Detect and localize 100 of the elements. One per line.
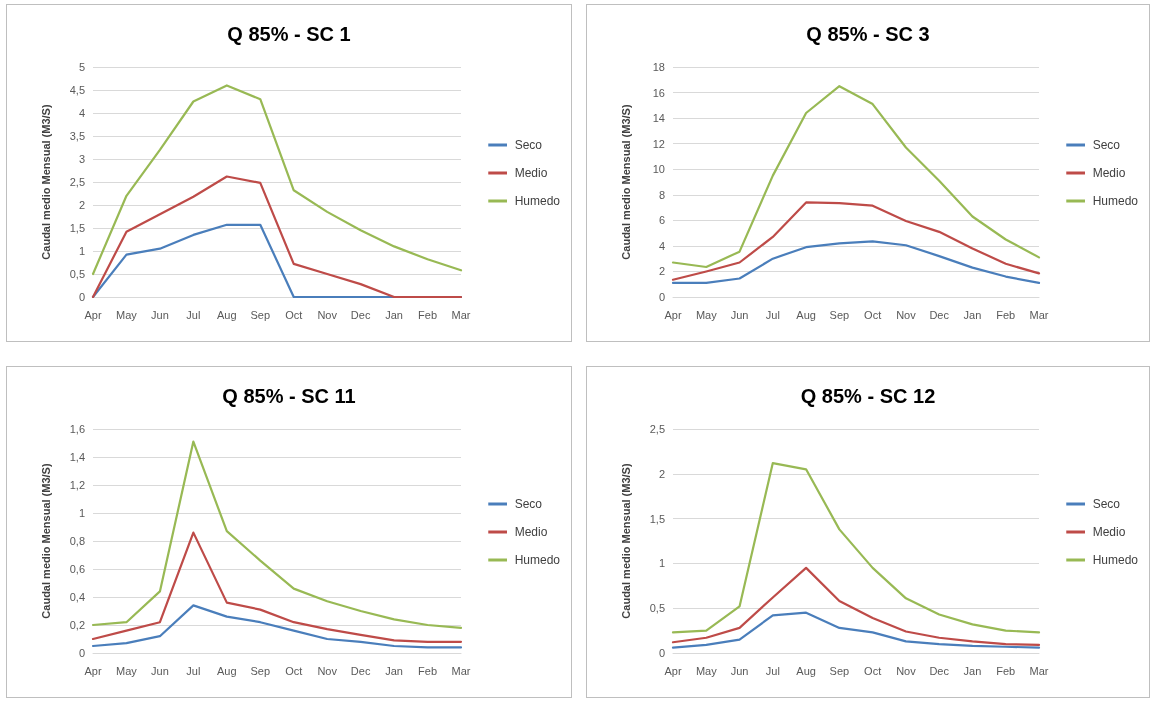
x-tick-label: May <box>116 664 138 677</box>
x-tick-label: Jun <box>151 664 169 677</box>
x-tick-label: Mar <box>451 308 471 321</box>
x-tick-label: Oct <box>285 664 303 677</box>
y-axis-title: Caudal medio Mensual (M3/S) <box>39 104 52 260</box>
chart-title: Q 85% - SC 11 <box>222 385 356 407</box>
y-tick-label: 0 <box>658 647 665 659</box>
y-tick-label: 2,5 <box>69 176 85 188</box>
x-tick-label: Feb <box>418 664 438 677</box>
line-series <box>671 611 1041 649</box>
legend-label: Humedo <box>1092 194 1139 208</box>
x-tick-label: Jan <box>963 308 982 321</box>
x-tick-label: Dec <box>929 664 950 677</box>
y-tick-label: 4 <box>658 239 665 252</box>
y-tick-label: 2 <box>78 199 85 211</box>
legend-label: Seco <box>1092 138 1121 152</box>
line-series <box>671 85 1041 269</box>
legend-label: Humedo <box>514 553 561 567</box>
line-series <box>91 531 463 643</box>
line-series <box>91 440 463 629</box>
y-tick-label: 0,2 <box>69 619 85 631</box>
x-tick-label: Feb <box>418 308 438 321</box>
line-series <box>671 566 1041 647</box>
x-tick-label: Nov <box>896 308 917 321</box>
y-tick-label: 1 <box>78 507 85 519</box>
y-tick-label: 0 <box>78 647 85 659</box>
x-tick-label: Mar <box>1029 664 1049 677</box>
x-tick-label: Sep <box>250 664 271 677</box>
y-tick-label: 3 <box>78 153 85 165</box>
x-tick-label: Aug <box>796 308 816 321</box>
y-tick-label: 18 <box>652 61 665 73</box>
y-tick-label: 1,5 <box>649 512 665 525</box>
y-tick-label: 0,5 <box>649 602 665 615</box>
y-tick-label: 0,6 <box>69 563 85 575</box>
legend-label: Medio <box>1092 166 1126 180</box>
y-tick-label: 4 <box>78 107 85 119</box>
line-series <box>91 604 463 649</box>
x-tick-label: Jan <box>963 664 982 677</box>
y-tick-label: 2 <box>658 467 665 480</box>
x-tick-label: Jul <box>186 308 201 321</box>
legend-label: Seco <box>1092 497 1121 511</box>
x-tick-label: Nov <box>317 664 338 677</box>
x-tick-label: Sep <box>829 664 850 677</box>
y-tick-label: 0 <box>78 291 85 303</box>
x-tick-label: Apr <box>84 664 102 677</box>
legend-label: Medio <box>514 166 548 180</box>
x-tick-label: Oct <box>864 664 882 677</box>
x-tick-label: Dec <box>350 308 371 321</box>
x-tick-label: Nov <box>896 664 917 677</box>
y-tick-label: 2 <box>658 265 665 278</box>
x-tick-label: Sep <box>250 308 271 321</box>
line-series <box>671 240 1041 285</box>
y-tick-label: 12 <box>652 137 665 150</box>
x-tick-label: Jan <box>385 308 403 321</box>
y-tick-label: 0,8 <box>69 535 85 547</box>
legend-label: Humedo <box>514 194 561 208</box>
x-tick-label: Jun <box>730 308 749 321</box>
y-tick-label: 8 <box>658 188 665 201</box>
y-tick-label: 5 <box>78 61 85 73</box>
y-tick-label: 16 <box>652 86 665 99</box>
x-tick-label: Apr <box>84 308 102 321</box>
chart-title: Q 85% - SC 3 <box>806 23 930 45</box>
y-tick-label: 2,5 <box>649 423 665 435</box>
x-tick-label: Oct <box>864 308 882 321</box>
y-axis-title: Caudal medio Mensual (M3/S) <box>619 463 632 619</box>
x-tick-label: Dec <box>929 308 950 321</box>
x-tick-label: Aug <box>217 664 237 677</box>
y-tick-label: 10 <box>652 163 665 176</box>
legend-label: Humedo <box>1092 553 1139 567</box>
y-tick-label: 1,6 <box>69 423 85 435</box>
line-series <box>671 461 1041 634</box>
y-tick-label: 3,5 <box>69 130 85 142</box>
x-tick-label: May <box>116 308 138 321</box>
x-tick-label: Jul <box>765 308 780 321</box>
chart-title: Q 85% - SC 1 <box>227 23 351 45</box>
y-axis-title: Caudal medio Mensual (M3/S) <box>39 463 52 619</box>
x-tick-label: Dec <box>350 664 371 677</box>
x-tick-label: Mar <box>451 664 471 677</box>
x-tick-label: Jul <box>765 664 780 677</box>
legend-label: Seco <box>514 138 543 152</box>
line-series <box>91 175 463 299</box>
y-tick-label: 14 <box>652 112 665 125</box>
x-tick-label: May <box>695 308 718 321</box>
x-tick-label: May <box>695 664 718 677</box>
x-tick-label: Mar <box>1029 308 1049 321</box>
legend-label: Medio <box>514 525 548 539</box>
legend-label: Seco <box>514 497 543 511</box>
x-tick-label: Nov <box>317 308 338 321</box>
x-tick-label: Jun <box>151 308 169 321</box>
x-tick-label: Jan <box>385 664 403 677</box>
x-tick-label: Apr <box>664 664 682 677</box>
y-tick-label: 0,4 <box>69 591 85 603</box>
y-tick-label: 0,5 <box>69 268 85 280</box>
x-tick-label: Feb <box>996 664 1016 677</box>
y-tick-label: 1 <box>658 557 665 570</box>
x-tick-label: Sep <box>829 308 850 321</box>
y-tick-label: 1,5 <box>69 222 85 234</box>
y-tick-label: 6 <box>658 214 665 227</box>
x-tick-label: Jun <box>730 664 749 677</box>
chart-title: Q 85% - SC 12 <box>800 385 936 407</box>
